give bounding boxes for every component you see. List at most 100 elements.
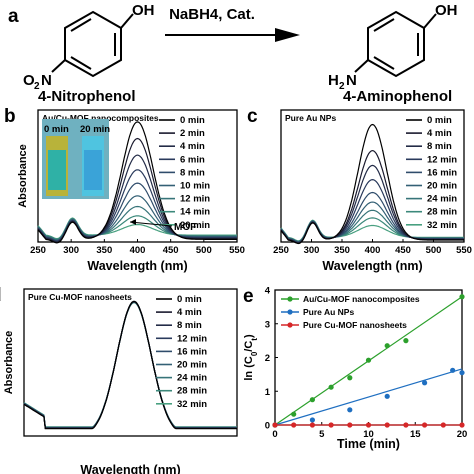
- data-point: [422, 422, 428, 428]
- aminophenol-double-bond: [373, 18, 395, 32]
- x-tick-label: 400: [365, 245, 381, 256]
- data-point: [347, 375, 353, 381]
- x-tick-label: 500: [196, 245, 212, 256]
- legend-label: 16 min: [427, 167, 457, 178]
- panel-a: a OH O 2 N 4-Nitrophenol NaBH4, Cat. OH: [8, 2, 458, 105]
- mof-arrow-head: [130, 219, 136, 225]
- legend-label: 0 min: [427, 115, 452, 126]
- fit-line: [274, 368, 463, 426]
- nitrophenol-name: 4-Nitrophenol: [38, 88, 136, 105]
- nitrophenol-structure: [51, 10, 134, 78]
- legend-label: 28 min: [177, 386, 207, 397]
- x-tick-label: 400: [130, 245, 146, 256]
- nitrophenol-ring: [64, 10, 122, 78]
- legend-label: Pure Au NPs: [303, 307, 354, 317]
- legend-label: 10 min: [180, 181, 210, 192]
- legend-label: 4 min: [180, 141, 205, 152]
- x-axis-label: Wavelength (nm): [322, 259, 422, 273]
- plot-frame: [23, 288, 238, 437]
- aminophenol-double-bond: [373, 56, 395, 70]
- reaction-arrow-head: [275, 28, 300, 42]
- nitrophenol-no2-o: O: [23, 72, 35, 89]
- data-point: [384, 343, 390, 349]
- nitrophenol-double-bond: [70, 18, 92, 32]
- reaction-reagent: NaBH4, Cat.: [169, 6, 255, 23]
- data-point: [403, 422, 409, 428]
- legend-marker: [287, 309, 293, 315]
- x-tick-label: 10: [363, 429, 374, 440]
- legend-label: 0 min: [177, 294, 202, 305]
- data-point: [440, 422, 446, 428]
- data-point: [328, 422, 334, 428]
- nitrophenol-no2-bond: [51, 59, 66, 73]
- data-point: [459, 422, 465, 428]
- x-tick-label: 250: [30, 245, 46, 256]
- x-tick-label: 350: [334, 245, 350, 256]
- panel-e-chart: e 0 1 2 3 4 0 5 10 15 20 Au/Cu-MOF nanocomposites Pu…: [243, 286, 467, 452]
- cuvette-20min-liquid: [84, 150, 102, 190]
- legend-label: 24 min: [427, 194, 457, 205]
- x-tick-label: 550: [229, 245, 245, 256]
- inset-label-20min: 20 min: [80, 124, 110, 135]
- aminophenol-nh2-bond: [354, 59, 369, 73]
- legend-label: 6 min: [180, 154, 205, 165]
- panel-d-letter: d: [0, 285, 2, 306]
- legend-label: 0 min: [180, 115, 205, 126]
- aminophenol-oh-label: OH: [435, 2, 458, 19]
- nitrophenol-no2-subscript: 2: [34, 81, 40, 92]
- x-tick-label: 450: [395, 245, 411, 256]
- legend-label: 32 min: [177, 399, 207, 410]
- y-axis-label: Absorbance: [17, 144, 29, 208]
- x-tick-label: 15: [410, 429, 421, 440]
- legend-label: 20 min: [180, 220, 210, 231]
- x-tick-label: 300: [63, 245, 79, 256]
- aminophenol-nh2-n: N: [346, 72, 357, 89]
- x-tick-label: 550: [456, 245, 472, 256]
- data-point: [309, 422, 315, 428]
- legend-label: 12 min: [180, 194, 210, 205]
- y-axis-label: ln (C0/Ct): [243, 334, 259, 381]
- y-tick-label: 0: [265, 421, 270, 432]
- data-point: [309, 417, 315, 423]
- y-axis-label: Absorbance: [3, 331, 15, 395]
- legend-marker: [287, 296, 293, 302]
- legend-label: 28 min: [427, 207, 457, 218]
- x-tick-label: 0: [272, 429, 277, 440]
- x-tick-label: 500: [426, 245, 442, 256]
- x-tick-label: 5: [319, 429, 325, 440]
- cuvette-0min-liquid: [48, 150, 66, 190]
- data-point: [328, 384, 334, 390]
- legend-label: 12 min: [427, 154, 457, 165]
- nitrophenol-oh-label: OH: [132, 2, 155, 19]
- legend-label: 32 min: [427, 220, 457, 231]
- data-point: [347, 422, 353, 428]
- x-tick-label: 20: [457, 429, 468, 440]
- data-point: [365, 422, 372, 428]
- nitrophenol-oh-bond: [120, 13, 134, 29]
- aminophenol-oh-bond: [423, 13, 437, 29]
- x-tick-label: 350: [96, 245, 112, 256]
- legend-label: 16 min: [177, 346, 207, 357]
- x-axis-label: Time (min): [337, 437, 400, 451]
- panel-d-chart: d Pure Cu-MOF nanosheets 0 min 4 min 8 min 12…: [0, 285, 238, 474]
- legend-label: 4 min: [177, 307, 202, 318]
- y-tick-label: 2: [265, 353, 270, 364]
- data-point: [365, 357, 372, 363]
- x-axis-label: Wavelength (nm): [80, 463, 180, 474]
- panel-b-letter: b: [4, 106, 16, 127]
- legend-label: 12 min: [177, 333, 207, 344]
- x-tick-label: 250: [273, 245, 289, 256]
- inset-label-0min: 0 min: [44, 124, 69, 135]
- legend-marker: [287, 322, 293, 328]
- legend-label: 14 min: [180, 207, 210, 218]
- spectrum-line: [23, 301, 237, 430]
- y-tick-label: 1: [265, 387, 271, 398]
- aminophenol-nh2-subscript: 2: [339, 81, 345, 92]
- legend-label: Au/Cu-MOF nanocomposites: [303, 294, 420, 304]
- aminophenol-ring: [367, 10, 425, 78]
- data-point: [403, 338, 409, 344]
- legend-label: 20 min: [177, 360, 207, 371]
- legend-label: Pure Cu-MOF nanosheets: [303, 320, 407, 330]
- mof-arrow-line: [129, 221, 173, 227]
